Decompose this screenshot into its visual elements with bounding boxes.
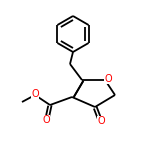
- Text: O: O: [31, 89, 39, 99]
- Text: O: O: [42, 115, 50, 125]
- Text: O: O: [104, 74, 112, 84]
- Text: O: O: [97, 116, 105, 126]
